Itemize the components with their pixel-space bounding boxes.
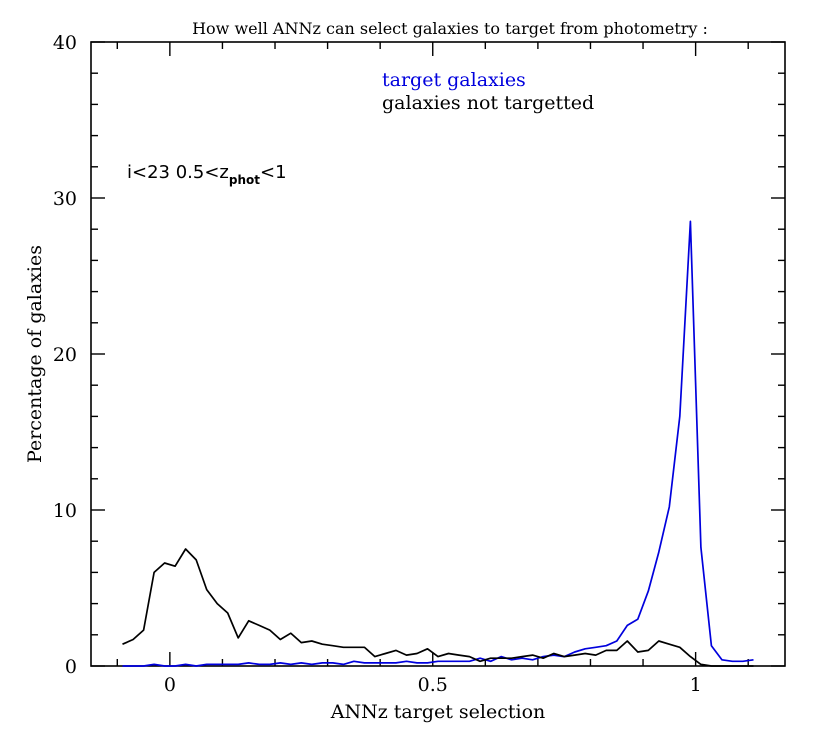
x-tick-label: 1 (690, 674, 702, 696)
annotation-suffix: <1 (260, 162, 287, 183)
legend-entry-target-galaxies: target galaxies (382, 69, 526, 91)
series-line-target-galaxies (122, 220, 754, 667)
y-tick-label: 0 (65, 656, 77, 678)
y-axis-label: Percentage of galaxies (24, 245, 46, 463)
x-tick-label: 0.5 (418, 674, 448, 696)
series-lines (122, 220, 754, 667)
legend-entry-galaxies-not-targetted: galaxies not targetted (382, 92, 594, 114)
annotation-prefix: i<23 0.5<z (127, 162, 229, 183)
chart-title: How well ANNz can select galaxies to tar… (192, 19, 708, 38)
plot-frame (90, 41, 786, 667)
annotation-subscript: phot (229, 173, 260, 187)
y-tick-label: 20 (53, 344, 77, 366)
series-line-galaxies-not-targetted (122, 548, 754, 667)
plot-area (90, 41, 786, 667)
y-tick-label: 30 (53, 188, 77, 210)
y-tick-label: 40 (53, 32, 77, 54)
x-axis-label: ANNz target selection (330, 701, 546, 723)
y-tick-label: 10 (53, 500, 77, 522)
axis-ticks (91, 41, 785, 667)
x-tick-label: 0 (164, 674, 176, 696)
selection-criteria-annotation: i<23 0.5<zphot<1 (127, 162, 287, 187)
